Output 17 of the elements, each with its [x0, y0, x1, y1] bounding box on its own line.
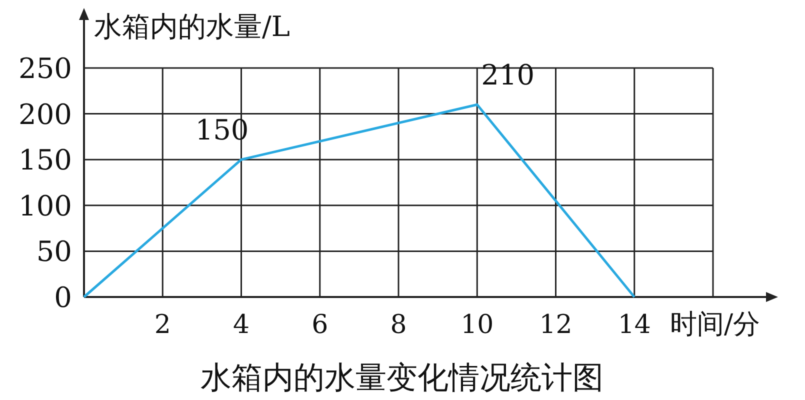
x-tick-label: 4 [232, 310, 250, 340]
data-label: 210 [481, 58, 535, 92]
x-tick-label: 14 [618, 310, 651, 340]
x-tick-label: 10 [460, 310, 494, 340]
x-tick-label: 2 [154, 310, 171, 340]
x-tick-label: 6 [312, 310, 328, 340]
x-tick-label: 12 [539, 310, 572, 340]
y-axis-title: 水箱内的水量/L [94, 10, 290, 43]
x-tick-label: 8 [390, 310, 407, 340]
y-tick-label: 0 [54, 281, 72, 314]
y-tick-label: 150 [18, 144, 72, 177]
y-tick-label: 50 [36, 235, 72, 268]
text: 水箱内的水量变化情况统计图 [200, 360, 604, 396]
x-axis-title: 时间/分 [670, 309, 760, 340]
y-tick-label: 250 [18, 52, 72, 85]
y-tick-label: 100 [18, 189, 72, 222]
y-tick-label: 200 [18, 98, 72, 131]
